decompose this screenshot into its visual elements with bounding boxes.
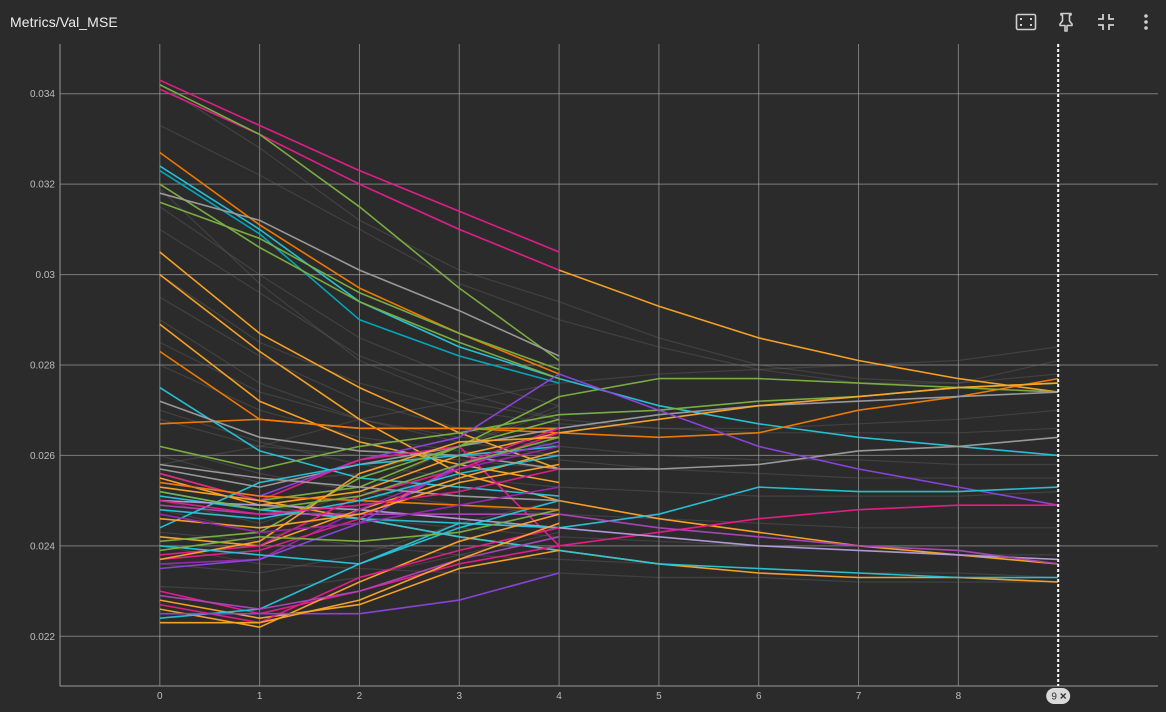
pin-icon: [1059, 12, 1073, 32]
collapse-icon: [1098, 14, 1114, 30]
series-line[interactable]: [159, 151, 560, 375]
fit-domain-icon: [1015, 13, 1037, 31]
y-tick-label: 0.026: [30, 451, 55, 462]
faint-series-line: [159, 545, 1059, 583]
series-line[interactable]: [159, 463, 560, 502]
series-line[interactable]: [159, 536, 560, 610]
x-tick-label: 1: [257, 691, 263, 702]
series-line[interactable]: [159, 323, 560, 484]
series-line[interactable]: [159, 513, 560, 628]
series-line[interactable]: [159, 79, 560, 253]
faint-series-line: [159, 509, 1059, 579]
faint-series-line: [159, 409, 1059, 497]
card-header: Metrics/Val_MSE: [0, 0, 1166, 44]
series-line[interactable]: [159, 468, 560, 515]
step-marker-group[interactable]: 9: [1046, 44, 1071, 704]
series-line[interactable]: [159, 273, 1059, 565]
fit-domain-button[interactable]: [1006, 8, 1046, 36]
x-tick-label: 2: [357, 691, 363, 702]
collapse-button[interactable]: [1086, 8, 1126, 36]
y-tick-label: 0.028: [30, 361, 55, 372]
series-line[interactable]: [159, 445, 1059, 547]
step-marker-badge[interactable]: [1046, 688, 1071, 704]
x-tick-label: 3: [456, 691, 462, 702]
series-line[interactable]: [159, 504, 1059, 565]
x-tick-label: 5: [656, 691, 662, 702]
y-tick-label: 0.022: [30, 632, 55, 643]
series-line[interactable]: [159, 445, 560, 565]
faint-series-line: [159, 228, 560, 420]
faint-series-line: [159, 188, 1059, 429]
x-tick-label: 4: [556, 691, 562, 702]
series-line[interactable]: [159, 572, 560, 615]
series-line[interactable]: [159, 454, 560, 520]
series-line[interactable]: [159, 251, 560, 470]
series-line[interactable]: [159, 400, 1059, 470]
series-line[interactable]: [159, 427, 560, 561]
faint-series-line: [159, 296, 560, 447]
series-line[interactable]: [159, 486, 1059, 583]
y-tick-label: 0.032: [30, 180, 55, 191]
card-title: Metrics/Val_MSE: [10, 14, 118, 30]
y-tick-label: 0.03: [36, 270, 56, 281]
series-line[interactable]: [159, 377, 1059, 439]
more-options-button[interactable]: [1126, 8, 1166, 36]
series-line[interactable]: [159, 192, 560, 357]
y-tick-label: 0.024: [30, 541, 55, 552]
series-line[interactable]: [159, 418, 560, 543]
pin-button[interactable]: [1046, 8, 1086, 36]
series-line[interactable]: [159, 527, 560, 624]
series-line[interactable]: [159, 486, 560, 534]
series-line[interactable]: [159, 201, 560, 371]
series-line[interactable]: [159, 377, 1059, 502]
series-line[interactable]: [159, 83, 560, 362]
step-marker-label: 9: [1051, 692, 1057, 703]
faint-series-line: [159, 124, 1059, 384]
series-line[interactable]: [159, 373, 1059, 506]
series-line[interactable]: [159, 436, 560, 561]
x-tick-label: 8: [956, 691, 962, 702]
series-line[interactable]: [159, 522, 560, 624]
series-line[interactable]: [159, 88, 560, 271]
faint-series-line: [159, 500, 560, 574]
faint-series-line: [159, 418, 560, 470]
faint-series-line: [159, 346, 1059, 466]
faint-series-line: [159, 319, 1059, 466]
series-line[interactable]: [159, 169, 560, 384]
series-line[interactable]: [159, 508, 560, 552]
faint-series-line: [159, 274, 1059, 434]
grid-lines: [60, 44, 1158, 686]
faint-series-line: [159, 206, 560, 407]
x-tick-label: 0: [157, 691, 163, 702]
y-tick-label: 0.034: [30, 89, 55, 100]
series-line[interactable]: [159, 499, 560, 619]
axes: 0 1 2 3 4 5 6 7 8 0.022 0.024 0.026 0.028 0.03 0.032 0.…: [30, 44, 1158, 702]
more-vert-icon: [1144, 14, 1148, 30]
series-group: [159, 79, 1059, 628]
series-line[interactable]: [159, 463, 560, 529]
faint-series-line: [159, 84, 1059, 384]
series-line[interactable]: [558, 269, 1059, 393]
close-icon[interactable]: [1060, 693, 1067, 699]
series-line[interactable]: [159, 436, 560, 511]
x-tick-label: 7: [856, 691, 862, 702]
series-line[interactable]: [159, 391, 1059, 488]
x-tick-label: 6: [756, 691, 762, 702]
card-toolbar: [1006, 8, 1166, 36]
